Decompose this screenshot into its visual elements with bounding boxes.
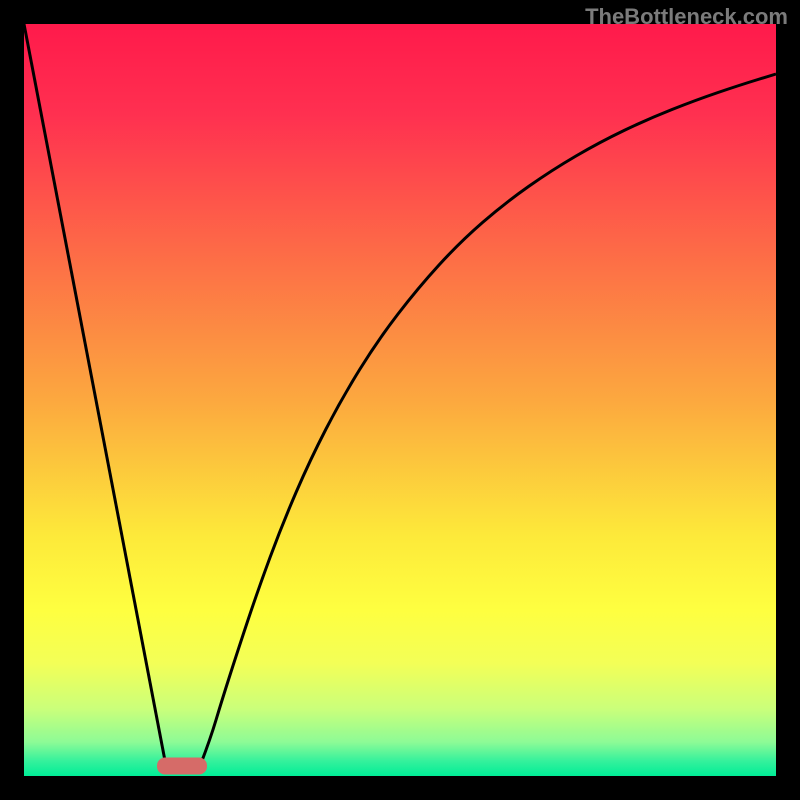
chart-container: TheBottleneck.com	[0, 0, 800, 800]
watermark-text: TheBottleneck.com	[585, 4, 788, 30]
chart-plot-background	[24, 24, 776, 776]
optimum-marker	[157, 758, 207, 775]
bottleneck-chart	[0, 0, 800, 800]
